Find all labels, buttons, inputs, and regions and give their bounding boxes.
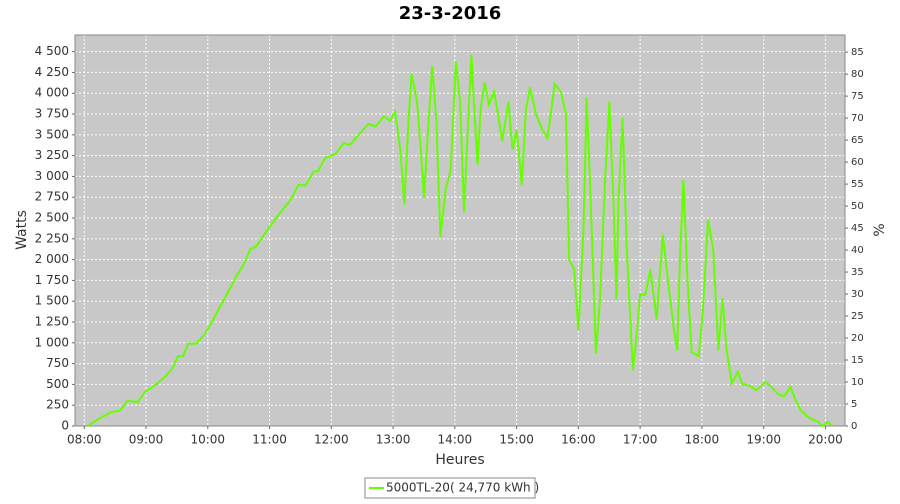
- y-tick-label: 750: [46, 356, 69, 370]
- y2-tick-label: 30: [851, 289, 864, 300]
- y-tick-label: 4 250: [35, 65, 69, 79]
- x-tick-label: 09:00: [129, 433, 164, 447]
- y2-tick-label: 0: [851, 421, 857, 432]
- x-tick-label: 10:00: [190, 433, 225, 447]
- data-line: [86, 54, 834, 428]
- y-tick-label: 0: [61, 419, 69, 433]
- x-tick-label: 20:00: [808, 433, 843, 447]
- y-tick-label: 4 000: [35, 86, 69, 100]
- x-tick-label: 13:00: [376, 433, 411, 447]
- y2-tick-label: 40: [851, 245, 864, 256]
- x-tick-label: 12:00: [314, 433, 349, 447]
- y-tick-label: 1 250: [35, 315, 69, 329]
- y-tick-label: 4 500: [35, 44, 69, 58]
- y2-tick-label: 70: [851, 113, 864, 124]
- y-tick-label: 3 750: [35, 107, 69, 121]
- y-tick-label: 1 000: [35, 335, 69, 349]
- y2-tick-label: 5: [851, 399, 857, 410]
- y-tick-label: 2 500: [35, 211, 69, 225]
- y2-tick-label: 45: [851, 223, 864, 234]
- y2-tick-label: 35: [851, 267, 864, 278]
- legend: [364, 477, 536, 499]
- y2-tick-label: 55: [851, 179, 864, 190]
- x-tick-label: 19:00: [746, 433, 781, 447]
- y-tick-label: 3 500: [35, 127, 69, 141]
- y-tick-label: 2 250: [35, 231, 69, 245]
- y-tick-label: 500: [46, 377, 69, 391]
- chart-title: 23-3-2016: [399, 3, 502, 24]
- x-tick-label: 16:00: [561, 433, 596, 447]
- y2-tick-label: 75: [851, 91, 864, 102]
- x-tick-label: 15:00: [499, 433, 534, 447]
- y2-tick-label: 20: [851, 333, 864, 344]
- x-tick-label: 11:00: [252, 433, 287, 447]
- y-tick-label: 2 000: [35, 252, 69, 266]
- legend-label: 5000TL-20( 24,770 kWh ): [386, 481, 539, 495]
- y-tick-label: 1 750: [35, 273, 69, 287]
- y2-tick-label: 10: [851, 377, 864, 388]
- y-tick-label: 3 250: [35, 148, 69, 162]
- x-axis-label: Heures: [435, 452, 484, 468]
- x-tick-label: 14:00: [438, 433, 473, 447]
- y2-tick-label: 85: [851, 47, 864, 58]
- y-axis-label: Watts: [14, 210, 30, 250]
- y2-tick-label: 50: [851, 201, 864, 212]
- x-tick-label: 18:00: [685, 433, 720, 447]
- y2-tick-label: 60: [851, 157, 864, 168]
- y-tick-label: 250: [46, 398, 69, 412]
- y2-tick-label: 65: [851, 135, 864, 146]
- y-tick-label: 2 750: [35, 190, 69, 204]
- y2-tick-label: 25: [851, 311, 864, 322]
- y2-tick-label: 80: [851, 69, 864, 80]
- y2-axis-label: %: [872, 223, 888, 236]
- y-tick-label: 3 000: [35, 169, 69, 183]
- x-tick-label: 17:00: [623, 433, 658, 447]
- plot-border: [74, 34, 846, 427]
- y2-tick-label: 15: [851, 355, 864, 366]
- x-tick-label: 08:00: [67, 433, 102, 447]
- y-tick-label: 1 500: [35, 294, 69, 308]
